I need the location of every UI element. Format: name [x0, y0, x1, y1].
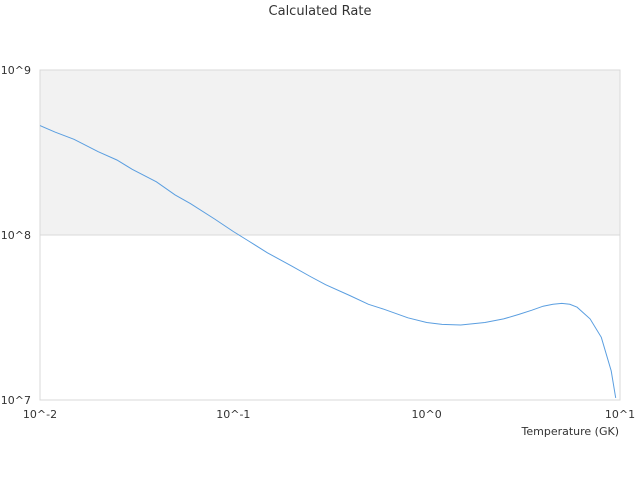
x-axis-label: Temperature (GK) — [521, 425, 620, 438]
chart-title: Calculated Rate — [268, 4, 372, 19]
shaded-band — [40, 70, 620, 235]
x-tick-label: 10^0 — [412, 408, 442, 421]
y-tick-label: 10^7 — [1, 394, 31, 407]
x-tick-label: 10^-2 — [23, 408, 57, 421]
series-line — [39, 125, 617, 398]
x-tick-label: 10^-1 — [216, 408, 250, 421]
plot-frame — [39, 69, 621, 401]
y-tick-label: 10^8 — [1, 229, 31, 242]
x-tick-label: 10^1 — [605, 408, 635, 421]
x-tick-labels: 10^-2 10^-1 10^0 10^1 — [23, 408, 635, 421]
y-tick-labels: 10^7 10^8 10^9 — [1, 64, 31, 407]
y-tick-label: 10^9 — [1, 64, 31, 77]
